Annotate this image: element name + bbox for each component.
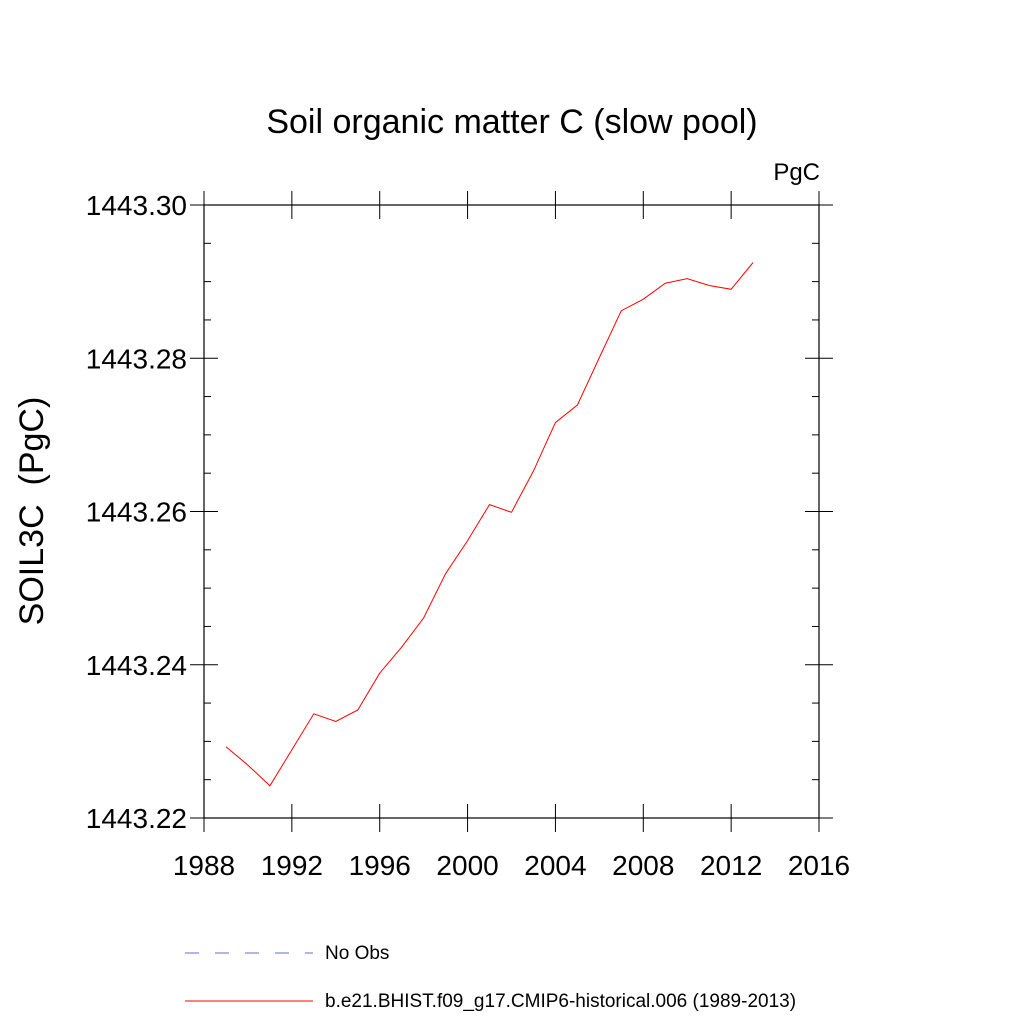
legend: No Obs b.e21.BHIST.f09_g17.CMIP6-histori… [185, 943, 796, 1012]
minor-ticks [204, 242, 819, 781]
x-tick-label: 2016 [788, 850, 850, 881]
y-tick-label: 1443.22 [86, 803, 187, 834]
y-tick-label: 1443.24 [86, 650, 187, 681]
x-tick-label: 1996 [349, 850, 411, 881]
x-tick-label: 2008 [612, 850, 674, 881]
x-tick-label: 1988 [173, 850, 235, 881]
x-tick-labels: 1988 1992 1996 2000 2004 2008 2012 2016 [173, 850, 850, 881]
series-lines [225, 262, 754, 787]
y-tick-label: 1443.28 [86, 343, 187, 374]
chart-title: Soil organic matter C (slow pool) [266, 103, 757, 141]
y-tick-labels: 1443.22 1443.24 1443.26 1443.28 1443.30 [86, 190, 187, 834]
series-line-0 [225, 262, 754, 787]
x-tick-label: 2000 [436, 850, 498, 881]
y-tick-label: 1443.30 [86, 190, 187, 221]
y-tick-label: 1443.26 [86, 497, 187, 528]
y-axis-label: SOIL3C (PgC) [13, 397, 51, 626]
legend-label-no-obs: No Obs [325, 943, 389, 964]
x-tick-label: 1992 [261, 850, 323, 881]
legend-label-model: b.e21.BHIST.f09_g17.CMIP6-historical.006… [325, 991, 796, 1012]
plot-frame [203, 204, 820, 819]
units-label: PgC [773, 159, 820, 186]
x-tick-label: 2012 [700, 850, 762, 881]
x-tick-label: 2004 [524, 850, 586, 881]
